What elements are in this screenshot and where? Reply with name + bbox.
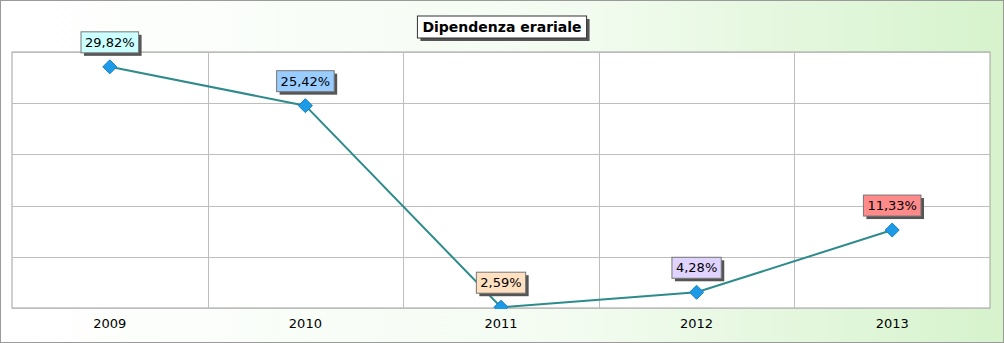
title-box xyxy=(417,16,589,41)
grid-line xyxy=(12,257,990,258)
marker xyxy=(103,60,117,74)
plot-area xyxy=(12,52,990,308)
data-label-box: 4,28% xyxy=(672,257,724,281)
category-divider xyxy=(403,52,404,308)
data-label: 4,28% xyxy=(676,260,717,275)
data-label: 11,33% xyxy=(867,198,917,213)
data-label-box: 11,33% xyxy=(863,195,924,219)
data-label: 2,59% xyxy=(480,275,521,290)
grid-line xyxy=(12,154,990,155)
data-label-box: 2,59% xyxy=(476,272,528,296)
marker xyxy=(690,285,704,299)
data-label-box: 29,82% xyxy=(81,32,142,56)
x-tick-label: 2012 xyxy=(680,316,713,331)
grid-line xyxy=(12,206,990,207)
chart: 2009 2010 2011 2012 2013 Dipendenza erariale 2… xyxy=(0,0,1004,343)
data-label: 25,42% xyxy=(281,74,331,89)
marker xyxy=(494,300,508,309)
series xyxy=(103,60,899,309)
background xyxy=(1,1,1004,343)
grid-line xyxy=(12,103,990,104)
category-divider xyxy=(599,52,600,308)
x-tick-label: 2013 xyxy=(876,316,909,331)
marker xyxy=(298,99,312,113)
grid-line xyxy=(12,52,990,53)
marker xyxy=(885,223,899,237)
data-label-box: 25,42% xyxy=(277,71,338,95)
x-tick-label: 2010 xyxy=(289,316,322,331)
data-label: 29,82% xyxy=(85,35,135,50)
line xyxy=(110,67,892,307)
category-divider xyxy=(208,52,209,308)
x-tick-label: 2011 xyxy=(484,316,517,331)
title: Dipendenza erariale xyxy=(422,19,581,35)
category-divider xyxy=(794,52,795,308)
x-tick-label: 2009 xyxy=(93,316,126,331)
